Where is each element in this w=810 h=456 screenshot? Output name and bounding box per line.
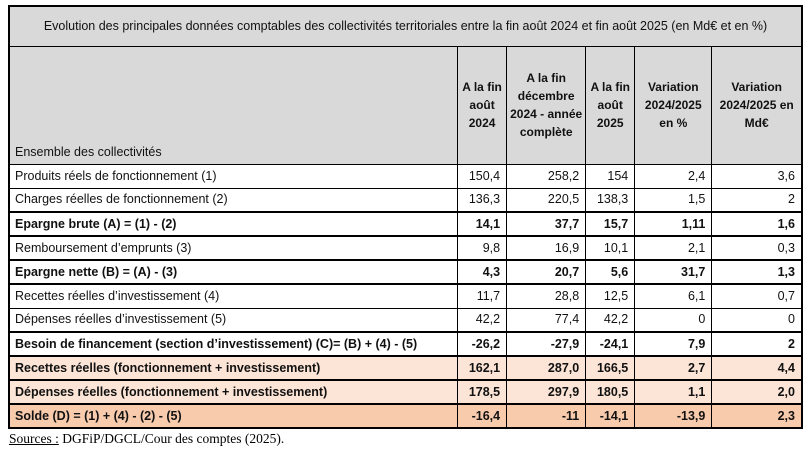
row-value: 10,1 (585, 235, 636, 261)
row-value: 1,11 (634, 211, 713, 237)
row-value: 1,1 (634, 379, 713, 405)
row-value: 1,6 (711, 211, 803, 237)
table-row: Dépenses réelles d’investissement (5) 42… (8, 307, 803, 333)
row-label: Remboursement d’emprunts (3) (8, 235, 459, 261)
row-value: 220,5 (506, 187, 587, 213)
row-value: 258,2 (506, 163, 587, 189)
row-value: 166,5 (585, 355, 636, 381)
row-value: 1,3 (711, 259, 803, 285)
table-row: Recettes réelles d’investissement (4) 11… (8, 283, 803, 309)
row-value: -13,9 (634, 403, 713, 429)
row-label: Produits réels de fonctionnement (1) (8, 163, 459, 189)
row-value: 14,1 (457, 211, 508, 237)
row-value: -24,1 (585, 331, 636, 357)
table-row: Epargne brute (A) = (1) - (2) 14,1 37,7 … (8, 211, 803, 237)
row-value: 136,3 (457, 187, 508, 213)
row-label: Recettes réelles (fonctionnement + inves… (8, 355, 459, 381)
column-header-variation-pct: Variation 2024/2025 en % (634, 45, 713, 165)
table-row: Produits réels de fonctionnement (1) 150… (8, 163, 803, 189)
row-value: 178,5 (457, 379, 508, 405)
row-value: 16,9 (506, 235, 587, 261)
table-row: Dépenses réelles (fonctionnement + inves… (8, 379, 803, 405)
row-value: 0 (634, 307, 713, 333)
row-value: 138,3 (585, 187, 636, 213)
row-value: -26,2 (457, 331, 508, 357)
row-value: 37,7 (506, 211, 587, 237)
row-label: Besoin de financement (section d’investi… (8, 331, 459, 357)
column-header-fin-aout-2025: A la fin août 2025 (585, 45, 636, 165)
row-value: 2 (711, 187, 803, 213)
row-value: 15,7 (585, 211, 636, 237)
row-value: 2,0 (711, 379, 803, 405)
row-value: 297,9 (506, 379, 587, 405)
row-value: 3,6 (711, 163, 803, 189)
row-value: 154 (585, 163, 636, 189)
row-value: 6,1 (634, 283, 713, 309)
table-title: Evolution des principales données compta… (8, 5, 803, 47)
row-label: Epargne brute (A) = (1) - (2) (8, 211, 459, 237)
row-value: 0,3 (711, 235, 803, 261)
column-header-fin-aout-2024: A la fin août 2024 (457, 45, 508, 165)
table-body: Produits réels de fonctionnement (1) 150… (8, 163, 803, 429)
row-label: Solde (D) = (1) + (4) - (2) - (5) (8, 403, 459, 429)
corner-header-ensemble-des-collectivites: Ensemble des collectivités (8, 45, 459, 165)
row-label: Epargne nette (B) = (A) - (3) (8, 259, 459, 285)
table-row: Epargne nette (B) = (A) - (3) 4,3 20,7 5… (8, 259, 803, 285)
row-label: Charges réelles de fonctionnement (2) (8, 187, 459, 213)
header-row: Ensemble des collectivités A la fin août… (8, 45, 803, 165)
row-value: 0 (711, 307, 803, 333)
row-label: Recettes réelles d’investissement (4) (8, 283, 459, 309)
row-value: 162,1 (457, 355, 508, 381)
table-row: Besoin de financement (section d’investi… (8, 331, 803, 357)
row-value: 2,4 (634, 163, 713, 189)
row-value: -11 (506, 403, 587, 429)
row-value: 20,7 (506, 259, 587, 285)
row-value: 42,2 (457, 307, 508, 333)
row-value: 11,7 (457, 283, 508, 309)
row-value: 4,4 (711, 355, 803, 381)
row-value: -16,4 (457, 403, 508, 429)
row-value: 31,7 (634, 259, 713, 285)
sources-label: Sources : (9, 431, 59, 446)
column-header-fin-decembre-2024: A la fin décembre 2024 - année complète (506, 45, 587, 165)
column-header-variation-mde: Variation 2024/2025 en Md€ (711, 45, 803, 165)
row-label: Dépenses réelles d’investissement (5) (8, 307, 459, 333)
table-row: Recettes réelles (fonctionnement + inves… (8, 355, 803, 381)
row-value: 12,5 (585, 283, 636, 309)
row-value: 28,8 (506, 283, 587, 309)
row-value: 2 (711, 331, 803, 357)
row-label: Dépenses réelles (fonctionnement + inves… (8, 379, 459, 405)
accounting-table: Evolution des principales données compta… (8, 5, 803, 429)
row-value: 150,4 (457, 163, 508, 189)
row-value: 42,2 (585, 307, 636, 333)
row-value: -14,1 (585, 403, 636, 429)
sources-line: Sources : DGFiP/DGCL/Cour des comptes (2… (9, 431, 803, 447)
title-row: Evolution des principales données compta… (8, 5, 803, 47)
row-value: 180,5 (585, 379, 636, 405)
row-value: 5,6 (585, 259, 636, 285)
row-value: 1,5 (634, 187, 713, 213)
table-row: Solde (D) = (1) + (4) - (2) - (5) -16,4 … (8, 403, 803, 429)
row-value: 2,1 (634, 235, 713, 261)
row-value: 2,7 (634, 355, 713, 381)
table-row: Charges réelles de fonctionnement (2) 13… (8, 187, 803, 213)
sources-text: DGFiP/DGCL/Cour des comptes (2025). (58, 431, 285, 446)
row-value: 0,7 (711, 283, 803, 309)
row-value: 4,3 (457, 259, 508, 285)
row-value: 77,4 (506, 307, 587, 333)
row-value: 9,8 (457, 235, 508, 261)
row-value: 7,9 (634, 331, 713, 357)
table-row: Remboursement d’emprunts (3) 9,8 16,9 10… (8, 235, 803, 261)
row-value: 287,0 (506, 355, 587, 381)
row-value: -27,9 (506, 331, 587, 357)
row-value: 2,3 (711, 403, 803, 429)
